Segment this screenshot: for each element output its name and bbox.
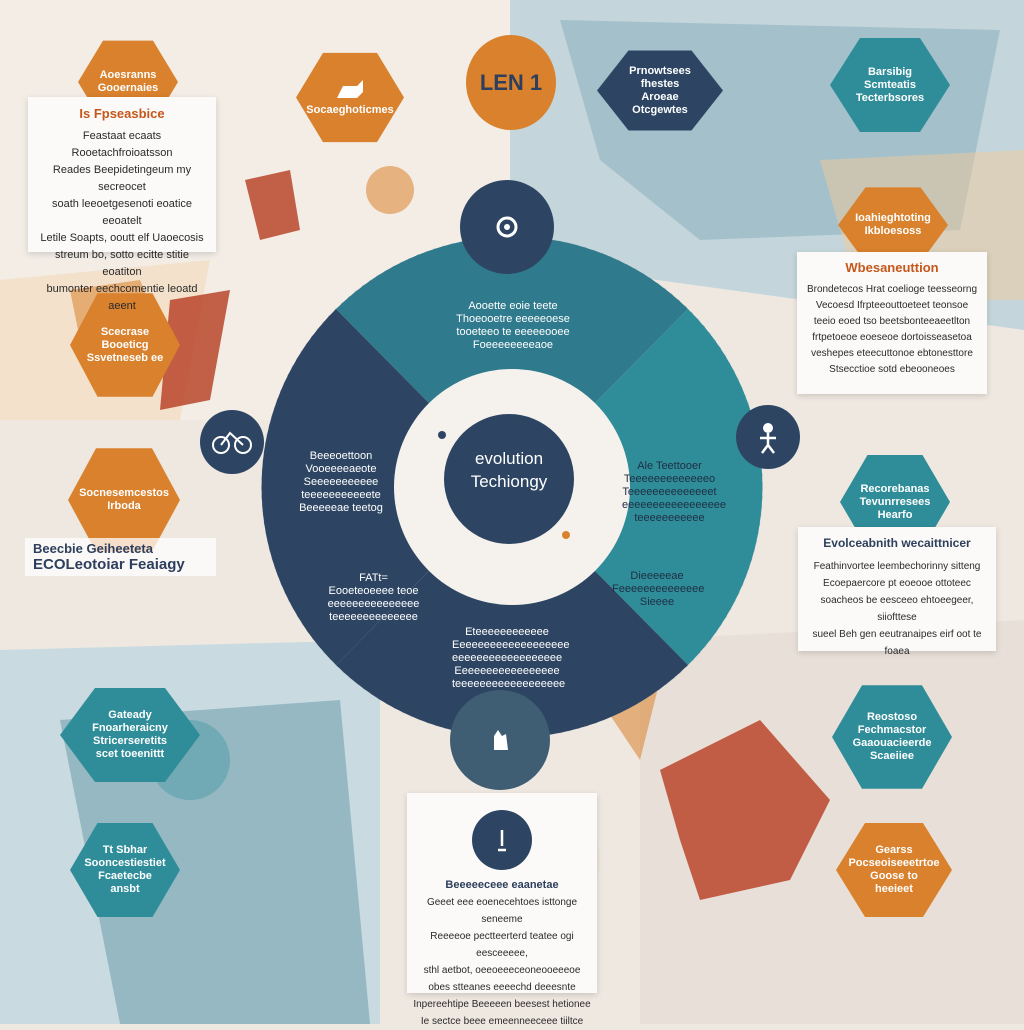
icon-circle-left xyxy=(200,410,264,474)
ring-segment-top xyxy=(336,236,688,487)
center-circle xyxy=(444,414,574,544)
card-top-left: Is Fpseasbice Feastaat ecaats Rooetachfr… xyxy=(28,97,216,312)
card-icon-circle xyxy=(472,810,532,870)
top-badge: LEN 1 xyxy=(466,35,556,130)
hex-bottom-right-lower: Gearss Pocseoiseeetrtoe Goose to heeieet xyxy=(836,823,952,917)
center-title-line1: evolution xyxy=(474,449,544,468)
center-title-line2: Techiongy xyxy=(470,472,548,491)
figure-icon xyxy=(760,423,776,454)
gear-icon xyxy=(496,216,518,238)
icon-circle-right xyxy=(736,405,800,469)
segment-text-bottom-center: Eteeeeeeeeeeee Eeeeeeeeeeeeeeeeeee eeeee… xyxy=(452,626,570,690)
icon-circle-top xyxy=(460,180,554,274)
hex-bottom-left-lower: Tt Sbhar Sooncestiestiet Fcaetecbe ansbt xyxy=(70,823,180,917)
card-right-upper: Wbesaneuttion Brondetecos Hrat coelioge … xyxy=(797,252,987,394)
card-right-lower: Evolceabnith wecaittnicer Feathinvortee … xyxy=(798,527,996,657)
hand-icon xyxy=(494,730,508,750)
icon-circle-bottom xyxy=(450,690,550,790)
left-label: Beecbie Geiheeteta ECOLeotoiar Feaiagy xyxy=(25,538,216,576)
center-title: evolution Techiongy xyxy=(444,448,574,494)
wrench-icon xyxy=(498,830,506,852)
ring-segment-right xyxy=(512,309,763,665)
segment-text-bottom-left: FATt= Eooeteoeeee teoe eeeeeeeeeeeeeee t… xyxy=(327,572,420,623)
bicycle-icon xyxy=(212,431,252,454)
ring-segment-bottom xyxy=(336,487,688,738)
segment-text-bottom-right: Dieeeeeae Feeeeeeeeeeeeee Sieeee xyxy=(612,570,705,608)
segment-text-right: Ale Teettooer Teeeeeeeeeeeeeo Teeeeeeeee… xyxy=(622,460,727,524)
top-badge-text: LEN 1 xyxy=(479,69,543,95)
animal-icon xyxy=(337,80,363,98)
card-bottom-center: Beeeeeceee eaanetae Geeet eee eoenecehto… xyxy=(407,793,597,1027)
ring-segment-left xyxy=(261,309,512,665)
hex-bottom-left-upper: Gateady Fnoarheraicny Stricerseretits sc… xyxy=(60,688,200,782)
segment-text-left: Beeeoettoon Vooeeeeaeote Seeeeeeeeeee te… xyxy=(299,450,383,514)
segment-text-top: Aooette eoie teete Thoeooetre eeeeeoese … xyxy=(456,300,570,351)
